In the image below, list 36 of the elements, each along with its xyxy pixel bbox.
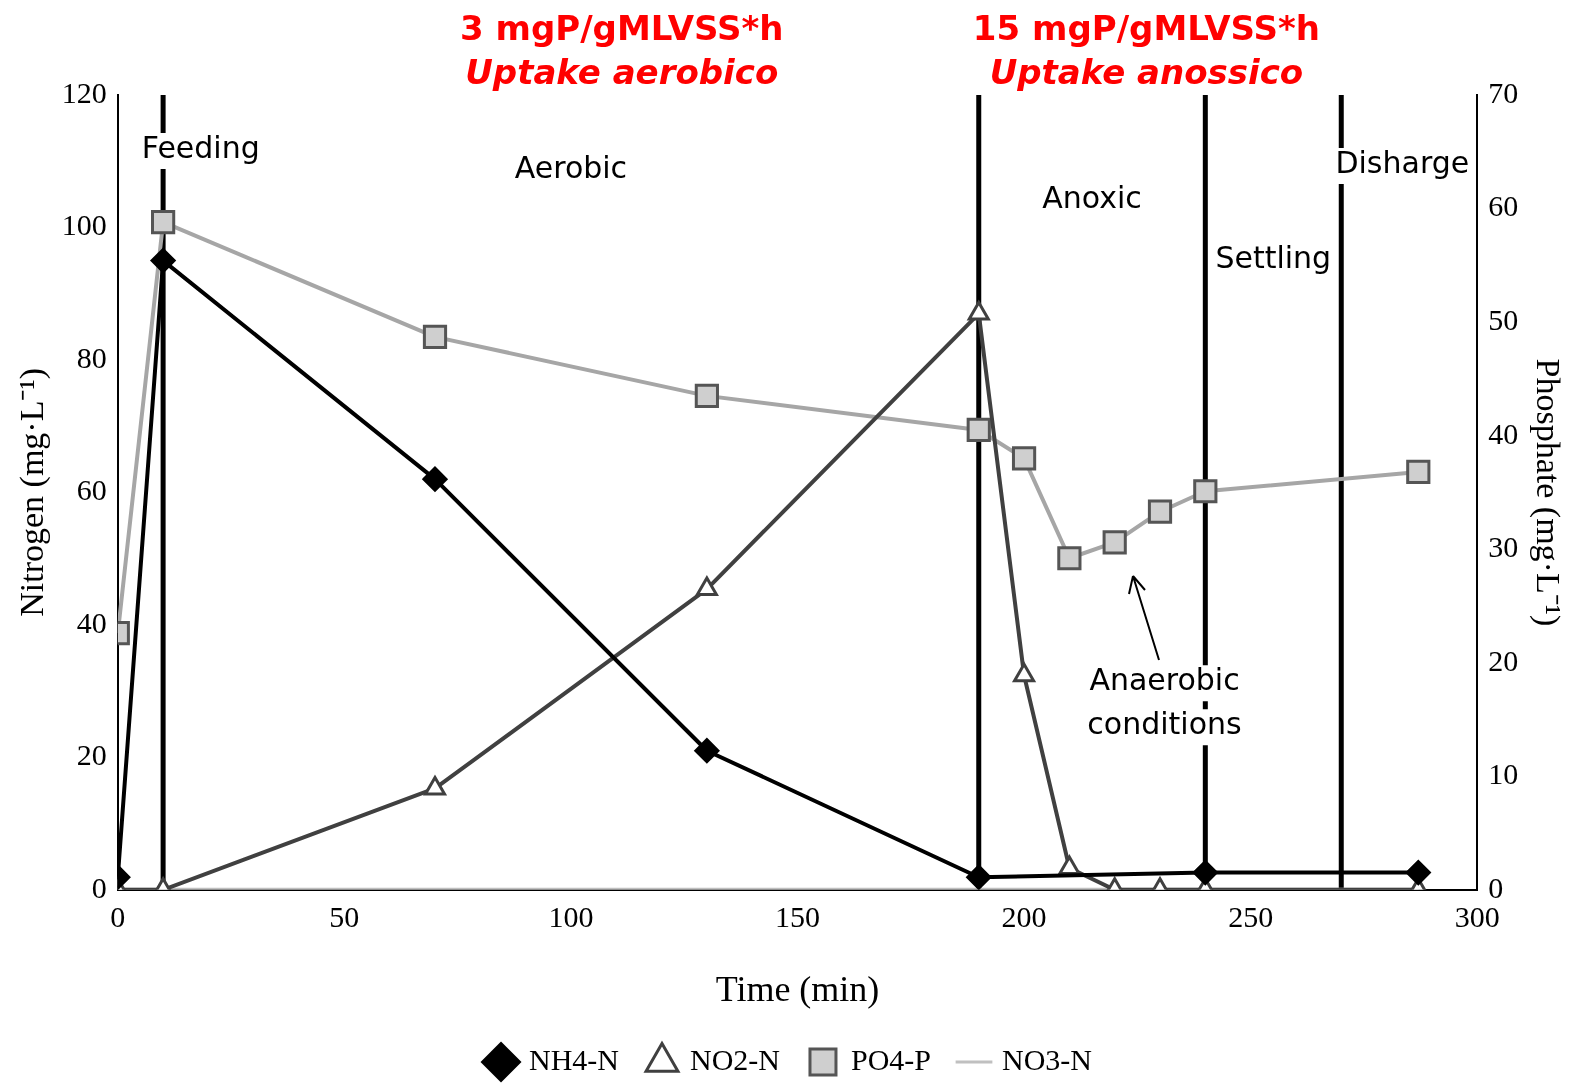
y2-axis-title: Phosphate (mg·L⁻¹) xyxy=(1528,358,1567,627)
text: 3 mgP/gMLVSS*h xyxy=(460,7,784,50)
text: 15 mgP/gMLVSS*h xyxy=(972,7,1320,50)
x-tick-label: 200 xyxy=(1001,899,1047,933)
y2-tick-label: 70 xyxy=(1488,75,1519,109)
y-tick-label: 40 xyxy=(76,605,107,639)
y-tick-label: 120 xyxy=(61,75,107,109)
annotation: Anoxic xyxy=(1042,179,1142,215)
y2-tick-label: 30 xyxy=(1488,530,1519,564)
x-tick-label: 100 xyxy=(548,899,594,933)
y-tick-label: 100 xyxy=(61,208,107,242)
y2-tick-label: 40 xyxy=(1488,416,1519,450)
legend-label: NO3-N xyxy=(1002,1042,1092,1076)
y2-tick-label: 10 xyxy=(1488,757,1519,791)
y2-tick-label: 50 xyxy=(1488,302,1519,336)
legend-label: PO4-P xyxy=(850,1042,932,1076)
y2-tick-label: 60 xyxy=(1488,189,1519,223)
text: Uptake anossico xyxy=(989,51,1304,94)
annotation: Anaerobic conditions xyxy=(1087,662,1242,742)
y-tick-label: 80 xyxy=(76,340,107,374)
annotation: Feeding xyxy=(141,129,260,165)
y2-tick-label: 20 xyxy=(1488,643,1519,677)
y-axis-title: Nitrogen (mg·L⁻¹) xyxy=(13,368,52,617)
y-tick-label: 0 xyxy=(91,870,107,904)
annotation: Aerobic xyxy=(514,149,628,185)
text: Uptake aerobico xyxy=(465,51,779,94)
legend-label: NH4-N xyxy=(529,1042,620,1076)
x-tick-label: 150 xyxy=(775,899,820,933)
y-tick-label: 20 xyxy=(76,738,107,772)
legend-label: NO2-N xyxy=(690,1042,780,1076)
annotation: Disharge xyxy=(1335,144,1470,180)
annotation: Settling xyxy=(1215,239,1332,275)
x-axis-title: Time (min) xyxy=(715,968,880,1009)
y-tick-label: 60 xyxy=(76,473,107,507)
x-tick-label: 250 xyxy=(1228,899,1274,933)
x-tick-label: 50 xyxy=(329,899,360,933)
